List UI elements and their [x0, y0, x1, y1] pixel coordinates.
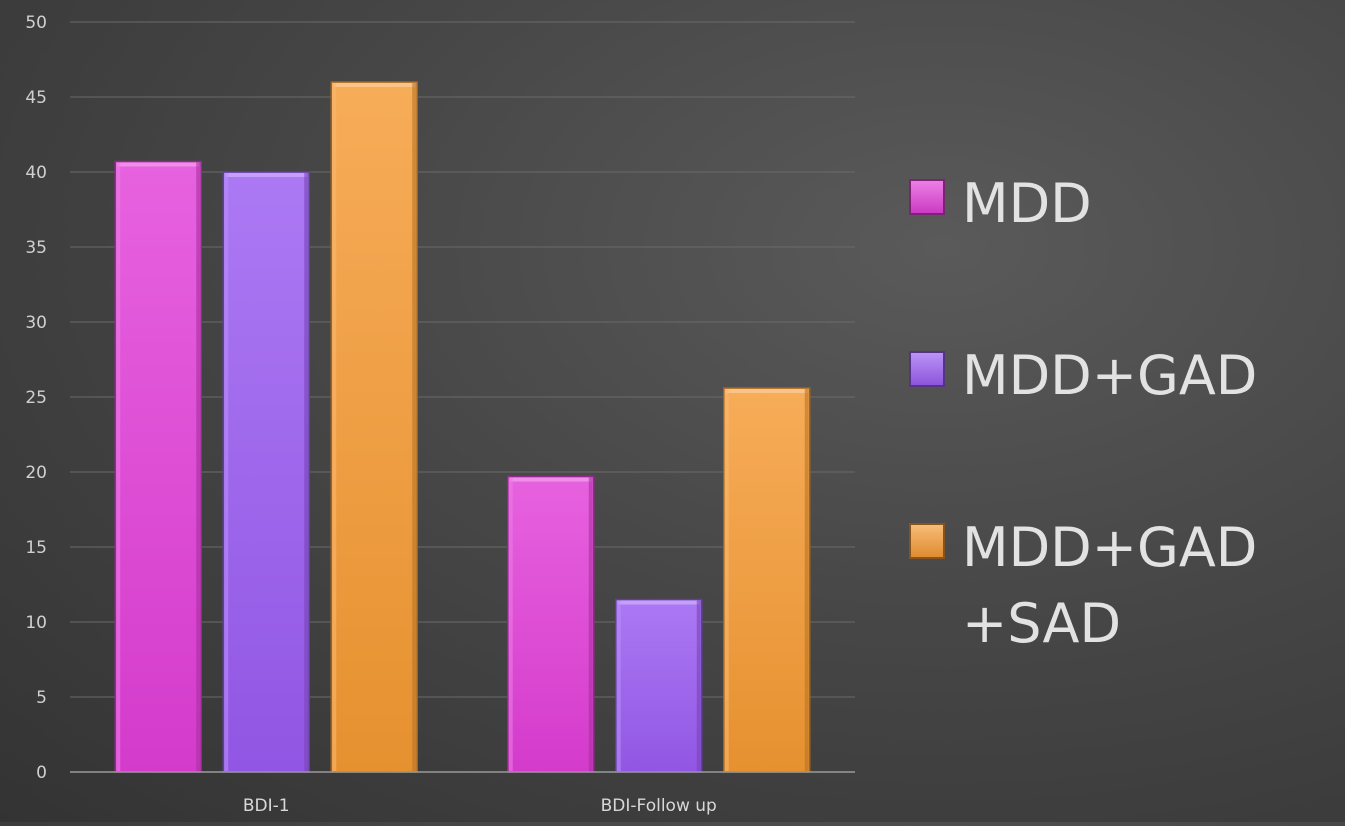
bar-mdd-gad-sad-1	[723, 387, 811, 773]
y-tick-label: 50	[25, 13, 47, 33]
bar-bevel-right	[588, 477, 593, 771]
bar-bevel-right	[696, 600, 701, 771]
legend: MDD MDD+GAD MDD+GAD +SAD	[909, 172, 1257, 655]
legend-label: MDD+GAD	[962, 516, 1257, 579]
bar-bevel-left	[616, 600, 621, 771]
x-tick-label: BDI-1	[243, 796, 290, 816]
legend-swatch-mdd-gad-sad	[909, 523, 945, 559]
bar-bevel-left	[224, 173, 229, 771]
bar-bevel-right	[304, 173, 309, 771]
y-tick-label: 5	[36, 688, 47, 708]
y-tick-label: 20	[25, 463, 47, 483]
bar-bevel-top	[225, 173, 308, 177]
bar-bevel-left	[332, 83, 337, 771]
legend-swatch-mdd-gad	[909, 351, 945, 387]
legend-swatch-mdd	[909, 179, 945, 215]
y-tick-label: 35	[25, 238, 47, 258]
bar-bevel-top	[725, 389, 808, 393]
bar-mdd-gad-0	[222, 171, 310, 773]
bar-bevel-left	[724, 389, 729, 771]
bar-bevel-top	[333, 83, 416, 87]
y-tick-label: 30	[25, 313, 47, 333]
bar-bevel-top	[617, 600, 700, 605]
bar-bevel-right	[804, 389, 809, 771]
bar-bevel-top	[117, 162, 200, 167]
legend-label: MDD	[962, 172, 1092, 235]
axes: 0 5 10 15 20 25 30 35 40 45 50 BDI-1 BDI-Follow up	[25, 13, 855, 816]
bar-mdd-0	[114, 160, 202, 773]
bars	[114, 81, 811, 773]
legend-label: MDD+GAD	[962, 344, 1257, 407]
bar-bevel-right	[412, 83, 417, 771]
bar-mdd-gad-1	[615, 598, 703, 773]
y-tick-label: 10	[25, 613, 47, 633]
y-tick-label: 45	[25, 88, 47, 108]
bar-bevel-left	[116, 162, 121, 771]
x-tick-label: BDI-Follow up	[601, 796, 717, 816]
y-tick-label: 0	[36, 763, 47, 783]
y-tick-label: 25	[25, 388, 47, 408]
y-tick-label: 40	[25, 163, 47, 183]
bar-mdd-gad-sad-0	[330, 81, 418, 773]
bar-mdd-1	[507, 475, 595, 773]
bar-bevel-top	[509, 477, 592, 482]
bar-bevel-right	[196, 162, 201, 771]
legend-label: +SAD	[962, 592, 1121, 655]
bar-bevel-left	[508, 477, 513, 771]
y-tick-label: 15	[25, 538, 47, 558]
